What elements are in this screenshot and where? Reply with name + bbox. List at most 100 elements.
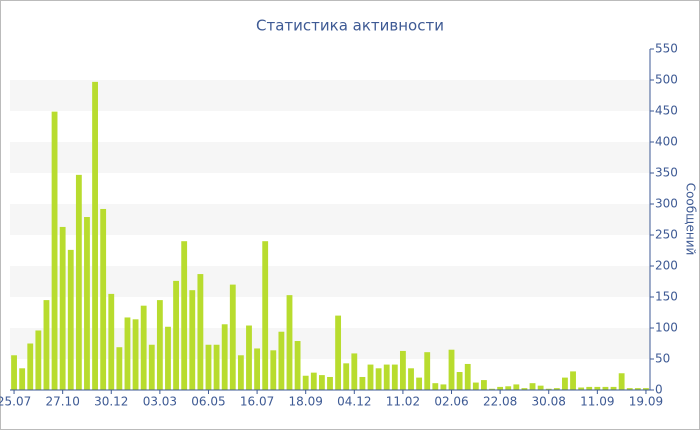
- y-tick-label: 150: [655, 290, 678, 304]
- bar: [489, 388, 495, 390]
- bar: [51, 111, 58, 391]
- bar: [294, 341, 301, 390]
- bar: [464, 363, 471, 390]
- bar: [270, 350, 277, 390]
- bar: [189, 290, 196, 390]
- bar: [197, 274, 204, 390]
- bar: [27, 343, 34, 390]
- y-tick-label: 250: [655, 228, 678, 242]
- bar: [505, 386, 512, 390]
- bar: [327, 376, 333, 390]
- bar: [132, 319, 139, 390]
- bar: [448, 349, 455, 390]
- bar: [513, 384, 520, 390]
- chart-title: Статистика активности: [256, 17, 444, 35]
- bar: [213, 344, 220, 390]
- x-tick-label: 25.07: [0, 395, 31, 409]
- bar: [335, 315, 342, 390]
- y-tick-label: 50: [655, 352, 670, 366]
- x-tick-label: 02.06: [434, 395, 468, 409]
- bar: [570, 371, 576, 390]
- bar: [626, 388, 633, 390]
- bar: [618, 373, 625, 390]
- bar: [302, 375, 309, 390]
- y-tick-label: 500: [655, 73, 678, 87]
- x-tick-label: 27.10: [45, 395, 79, 409]
- bar: [108, 293, 115, 390]
- bar: [229, 284, 236, 390]
- bar: [173, 280, 179, 390]
- bar: [367, 364, 374, 390]
- x-tick-label: 30.12: [94, 395, 128, 409]
- bar: [383, 364, 390, 390]
- grid-band: [10, 142, 650, 173]
- x-tick-label: 11.09: [580, 395, 614, 409]
- bar: [562, 377, 568, 390]
- x-tick-label: 30.08: [532, 395, 566, 409]
- grid-band: [10, 266, 650, 297]
- bar: [529, 383, 536, 390]
- bar: [408, 368, 414, 390]
- y-axis-label: Сообщений: [684, 183, 698, 256]
- bar: [100, 208, 107, 390]
- y-tick-label: 300: [655, 197, 678, 211]
- bar: [262, 241, 269, 390]
- y-tick-label: 0: [655, 383, 663, 397]
- bar: [43, 300, 50, 390]
- bar: [116, 347, 123, 390]
- y-tick-label: 200: [655, 259, 678, 273]
- bar: [391, 364, 398, 390]
- bar: [343, 363, 350, 390]
- bar: [578, 387, 585, 390]
- bar: [35, 330, 42, 390]
- x-tick-label: 22.08: [483, 395, 517, 409]
- bar: [148, 344, 155, 390]
- bar: [416, 377, 423, 390]
- bar: [318, 375, 325, 390]
- bar: [84, 217, 90, 390]
- bar: [140, 305, 147, 390]
- x-tick-label: 11.02: [386, 395, 420, 409]
- y-tick-label: 450: [655, 104, 678, 118]
- bar: [440, 384, 447, 390]
- bar: [359, 376, 366, 390]
- bar: [75, 174, 82, 390]
- bar: [602, 386, 609, 390]
- bar: [237, 355, 244, 390]
- bar: [156, 300, 163, 390]
- bar: [286, 295, 293, 390]
- bar: [634, 388, 641, 390]
- bar: [432, 383, 439, 390]
- bar: [181, 241, 188, 390]
- bar: [481, 380, 487, 390]
- bar: [67, 249, 74, 390]
- bar: [254, 348, 261, 390]
- bar: [11, 355, 17, 390]
- bar: [399, 350, 406, 390]
- bar: [92, 81, 98, 391]
- bar: [610, 386, 617, 390]
- x-tick-label: 19.09: [629, 395, 663, 409]
- bar: [545, 388, 552, 390]
- bar: [497, 386, 504, 390]
- x-tick-label: 06.05: [191, 395, 225, 409]
- y-tick-label: 100: [655, 321, 678, 335]
- bar: [165, 326, 171, 390]
- bar: [643, 388, 649, 390]
- y-tick-label: 350: [655, 166, 678, 180]
- bar: [310, 372, 317, 390]
- x-tick-label: 04.12: [337, 395, 371, 409]
- bar: [19, 368, 26, 390]
- bar: [59, 226, 66, 390]
- bar: [351, 353, 358, 390]
- bar: [246, 325, 252, 390]
- grid-band: [10, 204, 650, 235]
- bar: [521, 388, 528, 390]
- y-tick-label: 550: [655, 42, 678, 56]
- x-tick-label: 18.09: [289, 395, 323, 409]
- grid-band: [10, 80, 650, 111]
- bar: [205, 344, 212, 390]
- bar: [375, 368, 382, 390]
- bar: [278, 331, 285, 390]
